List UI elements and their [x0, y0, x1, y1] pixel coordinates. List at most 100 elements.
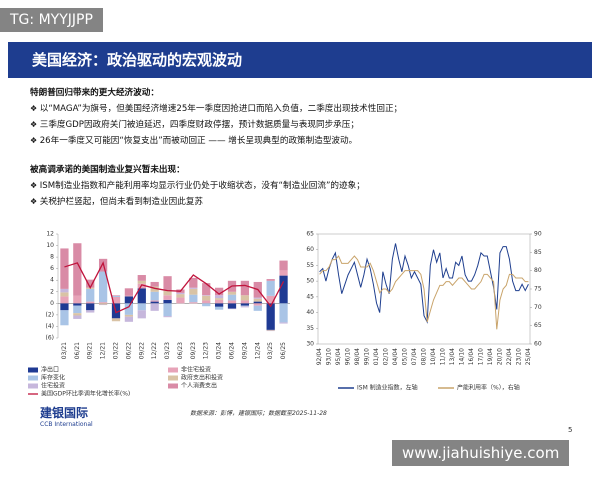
bar-segment — [163, 303, 172, 317]
y-tick-label: 0 — [50, 300, 54, 307]
x-tick-label: 03/25 — [267, 342, 274, 359]
x-tick-label: 92/04 — [316, 348, 323, 365]
x-tick-label: 07/04 — [411, 348, 418, 365]
x-tick-label: 12/23 — [203, 342, 210, 359]
bar-segment — [240, 300, 250, 304]
bar-segment — [240, 306, 250, 308]
legend-label: 美国GDP环比季调年化增长率(%) — [41, 390, 130, 398]
bullet: 三季度GDP因政府关门被迫延迟，四季度财政停摆，预计数据质量与表现同步承压； — [30, 117, 402, 133]
bar-segment — [60, 310, 69, 326]
x-tick-label: 06/22 — [125, 342, 132, 359]
series-line — [64, 261, 285, 314]
bullet: 关税护栏竖起，但尚未看到制造业因此复苏 — [30, 194, 365, 210]
bullet: 26年一季度又可能因“恢复支出”而被动回正 —— 增长呈现典型的政策制造型波动。 — [30, 133, 402, 149]
bar-segment — [73, 315, 82, 319]
bar-segment — [240, 303, 250, 306]
source-note: 数据来源：彭博，建银国际；数据截至2025-11-28 — [190, 410, 327, 417]
bullet: 以“MAGA”为旗号，但美国经济增速25年一季度因抢进口而陷入负值，二季度出现技… — [30, 101, 402, 117]
y-tick-label: 70 — [534, 304, 542, 311]
bar-segment — [111, 296, 121, 304]
section-heading: 特朗普回归带来的更大经济波动： — [30, 88, 159, 98]
bar-segment — [227, 294, 237, 301]
y-tick-label: 45 — [306, 293, 314, 300]
x-tick-label: 09/23 — [190, 342, 197, 359]
bar-segment — [86, 303, 95, 311]
bar-segment — [98, 303, 108, 305]
slide-title: 美国经济：政治驱动的宏观波动 — [8, 42, 592, 78]
y-tick-label: 30 — [306, 341, 314, 348]
legend-label: 政府支出和投资 — [181, 374, 223, 382]
y-tick-label: 75 — [534, 286, 542, 293]
bar-segment — [60, 303, 69, 311]
bar-segment — [73, 295, 82, 304]
bar-segment — [189, 302, 198, 304]
bar-segment — [73, 303, 82, 306]
bar-segment — [240, 280, 250, 296]
bar-segment — [111, 295, 121, 297]
x-tick-label: 03/24 — [216, 342, 223, 359]
bar-segment — [253, 297, 262, 299]
x-tick-label: 04/04 — [392, 348, 399, 365]
bar-segment — [111, 318, 121, 322]
x-tick-label: 08/10 — [421, 348, 428, 365]
plot-frame — [317, 233, 531, 345]
section: 被高调承诺的美国制造业复兴暂未出现： ISM制造业指数和产能利用率均显示行业仍处… — [30, 163, 365, 210]
x-tick-label: 05/10 — [402, 348, 409, 365]
legend-label: 非住宅投资 — [181, 366, 211, 374]
y-tick-label: 60 — [306, 246, 314, 253]
legend-label: 个人消费支出 — [181, 382, 217, 390]
legend-label: 住宅投资 — [41, 382, 65, 390]
x-tick-label: 95/04 — [335, 348, 342, 365]
legend-swatch — [28, 375, 38, 381]
x-tick-label: 16/04 — [468, 348, 475, 365]
x-tick-label: 12/21 — [100, 342, 107, 359]
y-tick-label: 65 — [534, 322, 542, 329]
bar-segment — [214, 299, 224, 304]
x-tick-label: 09/24 — [241, 342, 248, 359]
y-tick-label: 90 — [534, 231, 542, 238]
bar-segment — [163, 290, 172, 296]
legend-swatch — [168, 367, 178, 373]
bar-segment — [266, 280, 275, 296]
y-tick-label: 2 — [50, 288, 54, 295]
series-line — [319, 243, 529, 324]
bar-segment — [279, 275, 288, 304]
bar-segment — [253, 298, 262, 302]
bar-segment — [150, 281, 159, 287]
bar-segment — [137, 280, 146, 284]
bar-segment — [202, 303, 211, 307]
y-tick-label: 60 — [534, 341, 542, 348]
bar-segment — [266, 279, 275, 281]
x-tick-label: 23/10 — [515, 348, 522, 365]
x-tick-label: 12/22 — [151, 342, 158, 359]
legend-label: ISM 制造业指数，左轴 — [357, 384, 418, 392]
bar-segment — [266, 295, 275, 304]
y-tick-label: 4 — [50, 277, 54, 284]
bar-segment — [60, 296, 69, 304]
bar-segment — [189, 288, 198, 295]
logo-cn: 建银国际 — [40, 406, 89, 420]
bar-segment — [214, 306, 224, 310]
x-tick-label: 06/25 — [280, 342, 287, 359]
bar-segment — [86, 288, 95, 302]
bar-segment — [163, 316, 172, 318]
x-tick-label: 03/21 — [61, 342, 68, 359]
x-tick-label: 11/10 — [439, 348, 446, 365]
bar-segment — [176, 294, 185, 298]
y-tick-label: (4) — [46, 323, 55, 330]
bar-segment — [73, 313, 82, 316]
y-tick-label: 12 — [46, 231, 54, 238]
bar-segment — [227, 291, 237, 295]
bar-segment — [98, 271, 108, 303]
bar-segment — [124, 295, 134, 297]
legend-swatch — [28, 383, 38, 389]
x-tick-label: 98/04 — [354, 348, 361, 365]
y-tick-label: (2) — [46, 311, 55, 318]
bar-segment — [86, 301, 95, 304]
section: 特朗普回归带来的更大经济波动： 以“MAGA”为旗号，但美国经济增速25年一季度… — [30, 86, 402, 149]
bar-segment — [150, 291, 159, 301]
bar-segment — [98, 304, 108, 306]
bar-segment — [253, 303, 262, 306]
x-tick-label: 06/23 — [177, 342, 184, 359]
